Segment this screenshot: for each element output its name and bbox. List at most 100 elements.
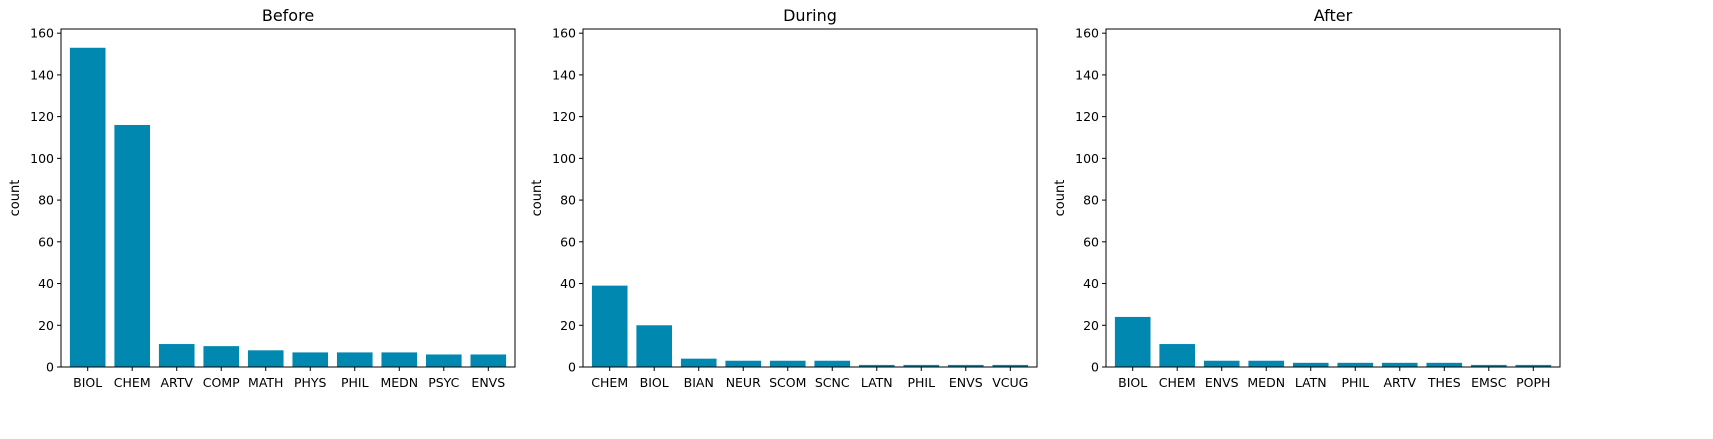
y-tick-label: 100 [30, 151, 54, 166]
x-tick-label: VCUG [992, 375, 1028, 390]
x-tick-label: BIOL [73, 375, 102, 390]
y-tick-label: 20 [1083, 318, 1099, 333]
bar-chem [114, 124, 151, 367]
x-tick-label: LATN [861, 375, 893, 390]
chart-panel-0: 0 20 40 60 80 100 120 140 160 BIOL CHEM ARTV COMP MAT… [8, 6, 516, 390]
bar-chem [1159, 344, 1196, 367]
bar-envs [1203, 360, 1240, 367]
x-tick-label: PHIL [907, 375, 935, 390]
y-tick-label: 140 [1075, 67, 1099, 82]
bar-biol [1114, 316, 1151, 367]
y-tick-label: 20 [38, 318, 54, 333]
bar-comp [203, 346, 240, 367]
x-tick-label: CHEM [1159, 375, 1196, 390]
chart-panel-1: 0 20 40 60 80 100 120 140 160 CHEM BIOL BIAN NEUR SCO… [530, 6, 1038, 390]
y-tick-label: 40 [38, 276, 54, 291]
bar-psyc [425, 354, 462, 367]
bar-chem [591, 285, 628, 367]
bar-artv [158, 344, 195, 367]
x-tick-label: PSYC [428, 375, 459, 390]
x-tick-label: PHIL [341, 375, 369, 390]
x-tick-label: BIOL [640, 375, 669, 390]
x-tick-label: ENVS [1205, 375, 1239, 390]
bar-math [247, 350, 284, 367]
bar-latn [1292, 362, 1329, 367]
x-tick-label: LATN [1295, 375, 1327, 390]
bar-phil [1337, 362, 1374, 367]
bar-envs [947, 364, 984, 367]
y-tick-label: 60 [38, 234, 54, 249]
y-tick-label: 40 [560, 276, 576, 291]
bar-thes [1426, 362, 1463, 367]
y-tick-label: 100 [552, 151, 576, 166]
x-tick-label: ENVS [949, 375, 983, 390]
x-tick-label: BIAN [684, 375, 714, 390]
y-tick-label: 80 [560, 193, 576, 208]
bar-envs [470, 354, 507, 367]
y-tick-label: 140 [552, 67, 576, 82]
x-tick-label: ENVS [471, 375, 505, 390]
x-tick-label: ARTV [1384, 375, 1417, 390]
y-tick-label: 0 [46, 360, 54, 375]
bar-phys [292, 352, 329, 367]
x-tick-label: SCNC [815, 375, 850, 390]
bar-poph [1515, 364, 1552, 367]
x-tick-label: NEUR [726, 375, 761, 390]
x-tick-label: SCOM [769, 375, 806, 390]
bar-biol [69, 47, 106, 367]
y-tick-label: 80 [1083, 193, 1099, 208]
axes-frame [60, 28, 516, 368]
y-tick-label: 0 [568, 360, 576, 375]
y-axis-label: count [530, 180, 545, 217]
x-tick-label: ARTV [160, 375, 193, 390]
y-tick-label: 40 [1083, 276, 1099, 291]
y-axis-label: count [8, 180, 23, 217]
x-tick-label: POPH [1516, 375, 1550, 390]
bar-bian [680, 358, 717, 367]
y-tick-label: 100 [1075, 151, 1099, 166]
bar-biol [636, 325, 673, 367]
y-tick-label: 160 [1075, 26, 1099, 41]
y-tick-label: 140 [30, 67, 54, 82]
y-tick-label: 20 [560, 318, 576, 333]
chart-title: During [783, 6, 837, 25]
x-tick-label: CHEM [114, 375, 151, 390]
y-tick-label: 60 [560, 234, 576, 249]
bar-emsc [1470, 364, 1507, 367]
chart-title: After [1314, 6, 1353, 25]
x-tick-label: PHIL [1341, 375, 1369, 390]
y-tick-label: 160 [552, 26, 576, 41]
x-tick-label: MEDN [1247, 375, 1285, 390]
y-tick-label: 0 [1091, 360, 1099, 375]
y-tick-label: 120 [30, 109, 54, 124]
x-tick-label: MEDN [380, 375, 418, 390]
bar-neur [725, 360, 762, 367]
bar-phil [903, 364, 940, 367]
y-tick-label: 160 [30, 26, 54, 41]
x-tick-label: PHYS [294, 375, 327, 390]
y-tick-label: 120 [1075, 109, 1099, 124]
chart-title: Before [262, 6, 314, 25]
bar-scom [769, 360, 806, 367]
x-tick-label: CHEM [591, 375, 628, 390]
y-axis-label: count [1053, 180, 1068, 217]
x-tick-label: MATH [248, 375, 283, 390]
bar-artv [1381, 362, 1418, 367]
bar-medn [1248, 360, 1285, 367]
x-tick-label: COMP [203, 375, 240, 390]
bar-medn [381, 352, 418, 367]
bar-vcug [992, 364, 1029, 367]
x-tick-label: BIOL [1118, 375, 1147, 390]
y-tick-label: 80 [38, 193, 54, 208]
bar-phil [336, 352, 373, 367]
bar-latn [858, 364, 895, 367]
axes-frame [1105, 28, 1561, 368]
y-tick-label: 120 [552, 109, 576, 124]
bar-scnc [814, 360, 851, 367]
x-tick-label: THES [1427, 375, 1461, 390]
chart-panel-2: 0 20 40 60 80 100 120 140 160 BIOL CHEM ENVS MEDN LAT… [1053, 6, 1561, 390]
axes-frame [582, 28, 1038, 368]
x-tick-label: EMSC [1471, 375, 1507, 390]
